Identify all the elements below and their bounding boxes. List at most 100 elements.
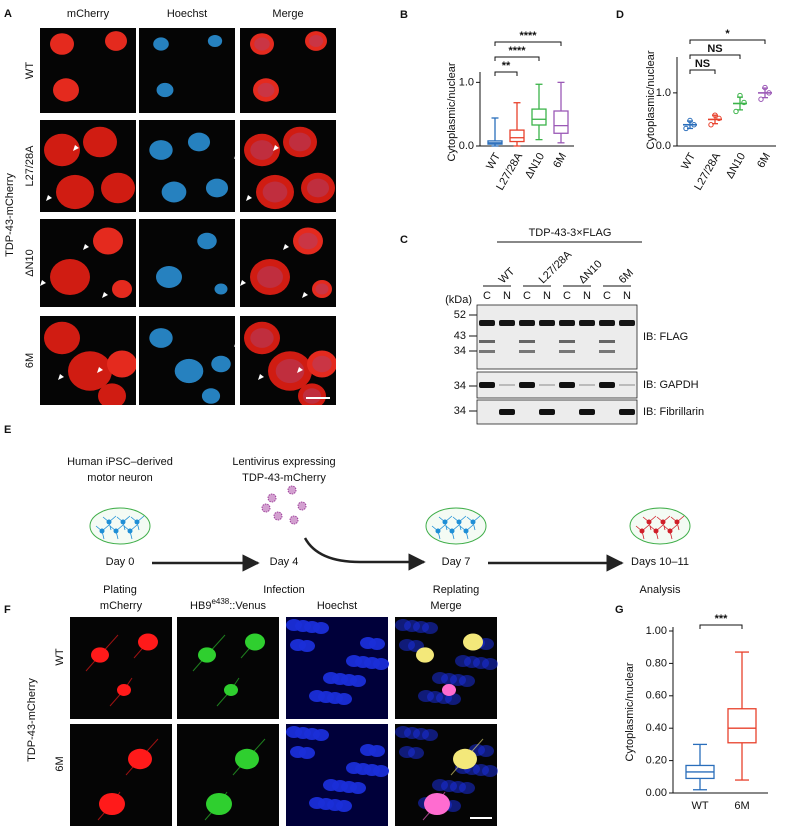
nucleus <box>214 283 228 295</box>
band <box>479 320 495 326</box>
arrowhead <box>40 280 46 286</box>
nucleus <box>156 82 174 98</box>
nucleus <box>350 782 366 794</box>
nucleus <box>313 729 329 741</box>
nucleus <box>373 658 389 670</box>
significance-label: *** <box>715 613 729 625</box>
x-tick-label: WT <box>484 151 503 172</box>
y-axis-label: Cytoplasmic/nuclear <box>624 662 636 761</box>
band <box>519 350 535 353</box>
significance-bracket <box>689 69 716 74</box>
band <box>519 382 535 388</box>
virus <box>267 493 277 503</box>
step-note: Human iPSC–derived <box>67 456 173 468</box>
dish <box>629 507 691 545</box>
significance-bracket <box>494 71 518 76</box>
cell <box>463 633 483 651</box>
nucleus <box>262 181 288 203</box>
nucleus <box>254 37 270 51</box>
band <box>559 320 575 326</box>
micrograph <box>70 724 172 826</box>
neurite <box>431 524 446 540</box>
significance-label: **** <box>508 45 526 57</box>
band <box>499 409 515 415</box>
step-day: Day 4 <box>270 556 299 568</box>
band <box>479 350 495 353</box>
cells <box>44 126 135 210</box>
side-label: TDP-43-mCherry <box>4 173 16 257</box>
cell <box>105 31 127 51</box>
cell <box>128 748 152 770</box>
lane-label: ΔN10 <box>577 258 605 286</box>
micrograph-bg <box>70 617 172 719</box>
arrowhead <box>283 244 289 250</box>
neurite <box>635 524 650 540</box>
arrowhead <box>240 280 246 286</box>
significance-bracket <box>494 41 562 46</box>
step-note: TDP-43-mCherry <box>242 472 326 484</box>
cells <box>149 328 231 404</box>
nucleus <box>350 675 366 687</box>
nucleus <box>422 729 438 741</box>
cell <box>101 172 135 204</box>
lane-label: WT <box>497 265 518 286</box>
dish <box>89 507 151 545</box>
x-tick-label: 6M <box>734 800 749 812</box>
step-stage: Plating <box>103 584 137 596</box>
y-tick-label: 1.0 <box>656 87 671 99</box>
cell <box>198 647 216 663</box>
box <box>509 129 525 143</box>
band <box>579 384 595 386</box>
band <box>599 340 615 343</box>
cell <box>117 684 131 696</box>
cell <box>44 133 80 167</box>
blot-label: IB: FLAG <box>643 331 688 343</box>
cell <box>424 792 450 816</box>
significance-bracket <box>699 624 743 629</box>
step-stage: Replating <box>433 584 479 596</box>
dish <box>425 507 487 545</box>
x-tick-label: ΔN10 <box>523 151 547 181</box>
band <box>579 409 595 415</box>
micrograph <box>234 120 336 212</box>
virus <box>273 511 283 521</box>
row-label: 6M <box>54 756 66 771</box>
step-note: motor neuron <box>87 472 152 484</box>
data-point <box>708 122 714 128</box>
arrowhead <box>73 145 79 151</box>
micrograph <box>40 28 136 113</box>
nucleus <box>482 658 498 670</box>
x-tick-label: WT <box>691 800 708 812</box>
y-tick-label: 0.0 <box>656 140 671 152</box>
cells <box>50 227 132 298</box>
micrograph-bg <box>139 120 235 212</box>
column-header: mCherry <box>100 600 143 612</box>
step-day: Days 10–11 <box>631 556 689 568</box>
column-header: Merge <box>272 8 303 20</box>
cell <box>93 227 123 255</box>
arrowhead <box>297 367 303 373</box>
construct-label: TDP-43-3×FLAG <box>529 227 612 239</box>
marker-label: 34 <box>454 380 466 392</box>
y-axis-label: Cytoplasmic/nuclear <box>446 62 458 161</box>
panel-letter: E <box>4 424 11 436</box>
band <box>599 350 615 353</box>
arrowhead <box>102 292 108 298</box>
neurite <box>123 524 138 540</box>
row-label: 6M <box>24 353 36 368</box>
fraction-label: C <box>603 290 611 302</box>
micrograph <box>139 120 235 212</box>
nucleus <box>408 747 424 759</box>
cells <box>250 31 327 102</box>
micrograph <box>286 617 389 719</box>
x-tick-label: ΔN10 <box>724 151 748 181</box>
significance-label: **** <box>519 30 537 42</box>
neurite <box>670 515 685 531</box>
marker-label: 34 <box>454 345 466 357</box>
nucleus <box>197 232 217 250</box>
row-label: L27/28A <box>24 145 36 187</box>
panel-letter: B <box>400 9 408 21</box>
cell <box>44 321 80 355</box>
data-point <box>741 99 747 106</box>
